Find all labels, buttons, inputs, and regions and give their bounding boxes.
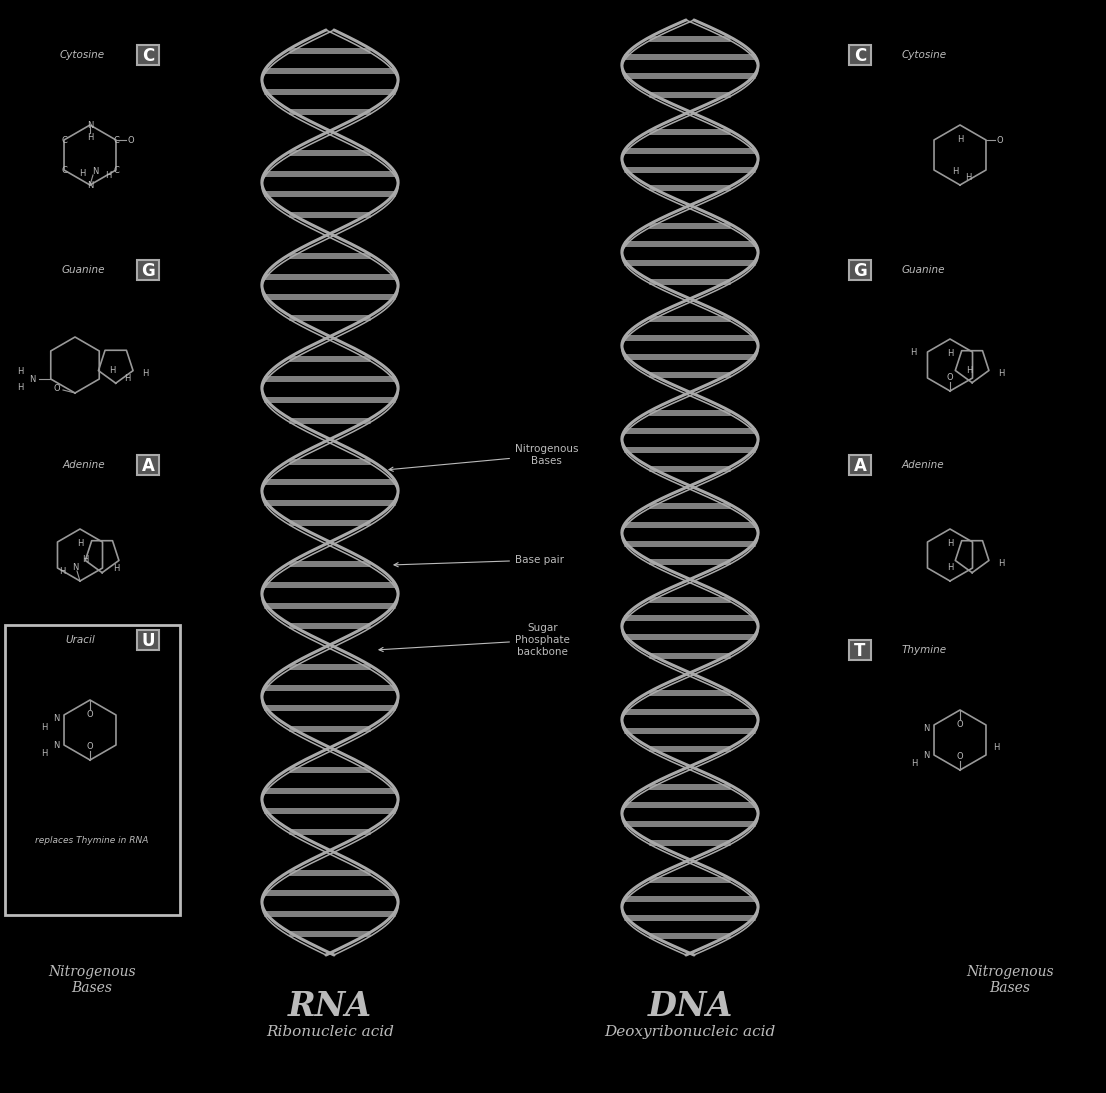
Text: replaces Thymine in RNA: replaces Thymine in RNA [35,835,148,845]
Text: H: H [952,166,958,176]
Text: T: T [854,642,866,660]
Text: H: H [18,366,24,376]
Text: H: H [125,374,131,383]
Text: Nitrogenous
Bases: Nitrogenous Bases [389,444,578,471]
Text: H: H [957,134,963,143]
Text: O: O [127,136,134,144]
FancyBboxPatch shape [137,45,159,64]
Text: Ribonucleic acid: Ribonucleic acid [267,1025,394,1039]
Text: Deoxyribonucleic acid: Deoxyribonucleic acid [604,1025,775,1039]
Text: O: O [54,384,61,392]
FancyBboxPatch shape [137,455,159,475]
Text: DNA: DNA [647,990,732,1023]
Text: H: H [86,132,93,141]
Text: N: N [53,740,60,750]
Text: H: H [105,171,112,179]
Text: C: C [854,47,866,64]
Text: H: H [947,349,953,357]
Text: C: C [113,165,119,175]
Text: A: A [142,457,155,475]
Text: O: O [957,719,963,729]
Text: O: O [86,741,93,751]
Text: C: C [61,165,67,175]
FancyBboxPatch shape [137,260,159,280]
Text: N: N [30,375,35,384]
Text: Adenine: Adenine [62,460,105,470]
Text: H: H [59,566,65,576]
Text: H: H [947,563,953,572]
Text: N: N [922,724,929,732]
Text: C: C [61,136,67,144]
Text: N: N [53,714,60,722]
Text: H: H [113,564,119,573]
FancyBboxPatch shape [849,260,872,280]
Text: RNA: RNA [288,990,372,1023]
Text: G: G [142,262,155,280]
Text: N: N [922,751,929,760]
Text: N: N [92,166,98,176]
Text: C: C [113,136,119,144]
Text: N: N [72,563,79,572]
Text: A: A [854,457,866,475]
Text: Nitrogenous
Bases: Nitrogenous Bases [49,965,136,996]
Text: H: H [79,168,85,177]
Text: H: H [993,742,999,752]
Text: Nitrogenous
Bases: Nitrogenous Bases [967,965,1054,996]
Text: H: H [964,173,971,181]
Text: Thymine: Thymine [902,645,947,655]
Bar [6,625,180,915]
Text: Cytosine: Cytosine [902,50,947,60]
Text: H: H [910,348,917,356]
Text: N: N [86,120,93,129]
FancyBboxPatch shape [849,455,872,475]
Text: O: O [86,709,93,718]
Text: Base pair: Base pair [394,555,564,567]
Text: Guanine: Guanine [902,265,946,275]
Text: H: H [998,559,1004,568]
Text: U: U [142,632,155,650]
Text: G: G [853,262,867,280]
Text: H: H [41,749,48,757]
Text: N: N [86,180,93,189]
Text: H: H [142,369,148,378]
Text: H: H [76,539,83,548]
Text: H: H [109,366,116,375]
Text: Guanine: Guanine [62,265,105,275]
Text: H: H [82,554,88,564]
Text: H: H [947,539,953,548]
Text: H: H [18,383,24,391]
FancyBboxPatch shape [849,45,872,64]
Text: O: O [947,373,953,381]
Text: H: H [41,722,48,731]
Text: C: C [142,47,154,64]
Text: Uracil: Uracil [65,635,95,645]
Text: O: O [957,752,963,761]
Text: Sugar
Phosphate
backbone: Sugar Phosphate backbone [379,623,570,657]
Text: Cytosine: Cytosine [60,50,105,60]
Text: H: H [998,369,1004,378]
Text: Adenine: Adenine [902,460,945,470]
FancyBboxPatch shape [137,630,159,650]
FancyBboxPatch shape [849,640,872,660]
Text: O: O [997,136,1003,144]
Text: H: H [911,759,917,767]
Text: H: H [967,366,972,375]
